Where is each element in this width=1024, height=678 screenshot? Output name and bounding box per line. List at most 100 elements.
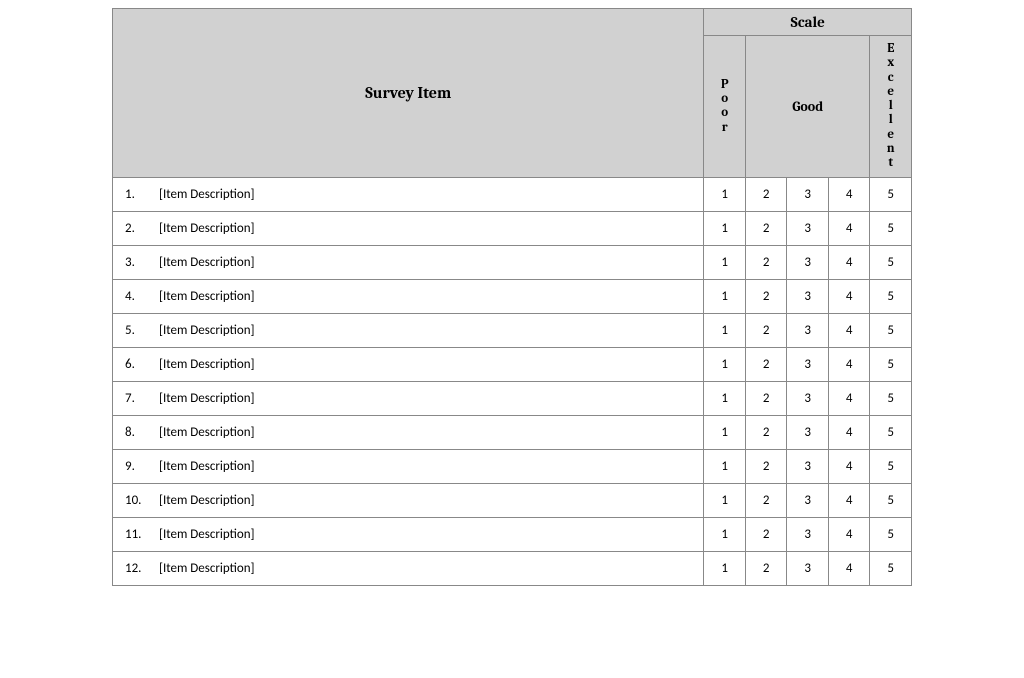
item-description: [Item Description] bbox=[153, 357, 255, 372]
scale-cell-2[interactable]: 2 bbox=[745, 211, 787, 245]
item-description: [Item Description] bbox=[153, 527, 255, 542]
scale-cell-4[interactable]: 4 bbox=[828, 449, 870, 483]
scale-cell-5[interactable]: 5 bbox=[870, 415, 912, 449]
scale-cell-5[interactable]: 5 bbox=[870, 177, 912, 211]
item-cell: 9.[Item Description] bbox=[113, 449, 704, 483]
table-row: 8.[Item Description]12345 bbox=[113, 415, 912, 449]
item-description: [Item Description] bbox=[153, 255, 255, 270]
item-number: 2. bbox=[125, 221, 153, 236]
scale-cell-5[interactable]: 5 bbox=[870, 483, 912, 517]
item-cell: 1.[Item Description] bbox=[113, 177, 704, 211]
survey-table: Survey Item Scale Poor Good Excellent 1.… bbox=[112, 8, 912, 586]
scale-cell-2[interactable]: 2 bbox=[745, 551, 787, 585]
scale-cell-3[interactable]: 3 bbox=[787, 347, 829, 381]
item-cell: 7.[Item Description] bbox=[113, 381, 704, 415]
scale-cell-2[interactable]: 2 bbox=[745, 449, 787, 483]
scale-cell-4[interactable]: 4 bbox=[828, 313, 870, 347]
table-row: 3.[Item Description]12345 bbox=[113, 245, 912, 279]
table-row: 4.[Item Description] 12345 bbox=[113, 279, 912, 313]
scale-cell-1[interactable]: 1 bbox=[704, 313, 746, 347]
scale-cell-3[interactable]: 3 bbox=[787, 415, 829, 449]
poor-header: Poor bbox=[704, 36, 746, 178]
table-row: 10.[Item Description] 12345 bbox=[113, 483, 912, 517]
item-number: 5. bbox=[125, 323, 153, 338]
scale-cell-3[interactable]: 3 bbox=[787, 177, 829, 211]
item-number: 4. bbox=[125, 289, 153, 304]
scale-cell-3[interactable]: 3 bbox=[787, 211, 829, 245]
survey-item-header: Survey Item bbox=[113, 9, 704, 178]
table-row: 11.[Item Description]12345 bbox=[113, 517, 912, 551]
scale-cell-2[interactable]: 2 bbox=[745, 347, 787, 381]
scale-cell-2[interactable]: 2 bbox=[745, 177, 787, 211]
item-description: [Item Description] bbox=[153, 561, 255, 576]
scale-cell-3[interactable]: 3 bbox=[787, 381, 829, 415]
survey-rows: 1.[Item Description]123452.[Item Descrip… bbox=[113, 177, 912, 585]
item-number: 6. bbox=[125, 357, 153, 372]
scale-cell-1[interactable]: 1 bbox=[704, 449, 746, 483]
item-cell: 11.[Item Description] bbox=[113, 517, 704, 551]
item-cell: 3.[Item Description] bbox=[113, 245, 704, 279]
scale-header: Scale bbox=[704, 9, 912, 36]
item-cell: 12.[Item Description] bbox=[113, 551, 704, 585]
scale-cell-4[interactable]: 4 bbox=[828, 483, 870, 517]
scale-cell-1[interactable]: 1 bbox=[704, 517, 746, 551]
table-row: 9.[Item Description]12345 bbox=[113, 449, 912, 483]
scale-cell-3[interactable]: 3 bbox=[787, 483, 829, 517]
scale-cell-5[interactable]: 5 bbox=[870, 381, 912, 415]
scale-cell-1[interactable]: 1 bbox=[704, 211, 746, 245]
scale-cell-5[interactable]: 5 bbox=[870, 551, 912, 585]
table-row: 1.[Item Description]12345 bbox=[113, 177, 912, 211]
scale-cell-4[interactable]: 4 bbox=[828, 415, 870, 449]
item-number: 11. bbox=[125, 527, 153, 542]
scale-cell-1[interactable]: 1 bbox=[704, 177, 746, 211]
scale-cell-4[interactable]: 4 bbox=[828, 551, 870, 585]
scale-cell-4[interactable]: 4 bbox=[828, 279, 870, 313]
scale-cell-1[interactable]: 1 bbox=[704, 347, 746, 381]
scale-cell-2[interactable]: 2 bbox=[745, 313, 787, 347]
scale-cell-4[interactable]: 4 bbox=[828, 347, 870, 381]
scale-cell-4[interactable]: 4 bbox=[828, 245, 870, 279]
scale-cell-5[interactable]: 5 bbox=[870, 313, 912, 347]
scale-cell-3[interactable]: 3 bbox=[787, 279, 829, 313]
item-description: [Item Description] bbox=[153, 425, 255, 440]
scale-cell-2[interactable]: 2 bbox=[745, 483, 787, 517]
survey-container: Survey Item Scale Poor Good Excellent 1.… bbox=[112, 8, 912, 586]
scale-cell-3[interactable]: 3 bbox=[787, 517, 829, 551]
table-row: 7.[Item Description]12345 bbox=[113, 381, 912, 415]
scale-cell-5[interactable]: 5 bbox=[870, 211, 912, 245]
scale-cell-3[interactable]: 3 bbox=[787, 449, 829, 483]
scale-cell-2[interactable]: 2 bbox=[745, 517, 787, 551]
scale-cell-4[interactable]: 4 bbox=[828, 517, 870, 551]
item-description: [Item Description] bbox=[153, 493, 255, 508]
item-description: [Item Description] bbox=[153, 289, 255, 304]
scale-cell-3[interactable]: 3 bbox=[787, 551, 829, 585]
scale-cell-4[interactable]: 4 bbox=[828, 211, 870, 245]
scale-cell-4[interactable]: 4 bbox=[828, 177, 870, 211]
scale-cell-5[interactable]: 5 bbox=[870, 517, 912, 551]
scale-cell-5[interactable]: 5 bbox=[870, 347, 912, 381]
excellent-header: Excellent bbox=[870, 36, 912, 178]
item-number: 9. bbox=[125, 459, 153, 474]
scale-cell-2[interactable]: 2 bbox=[745, 415, 787, 449]
scale-cell-1[interactable]: 1 bbox=[704, 381, 746, 415]
scale-cell-3[interactable]: 3 bbox=[787, 245, 829, 279]
scale-cell-2[interactable]: 2 bbox=[745, 381, 787, 415]
scale-cell-3[interactable]: 3 bbox=[787, 313, 829, 347]
scale-cell-1[interactable]: 1 bbox=[704, 483, 746, 517]
item-number: 7. bbox=[125, 391, 153, 406]
scale-cell-5[interactable]: 5 bbox=[870, 279, 912, 313]
scale-cell-1[interactable]: 1 bbox=[704, 245, 746, 279]
item-cell: 6.[Item Description] bbox=[113, 347, 704, 381]
scale-cell-2[interactable]: 2 bbox=[745, 279, 787, 313]
item-number: 12. bbox=[125, 561, 153, 576]
scale-cell-4[interactable]: 4 bbox=[828, 381, 870, 415]
item-description: [Item Description] bbox=[153, 187, 255, 202]
scale-cell-1[interactable]: 1 bbox=[704, 279, 746, 313]
item-number: 10. bbox=[125, 493, 153, 508]
table-row: 6.[Item Description]12345 bbox=[113, 347, 912, 381]
scale-cell-5[interactable]: 5 bbox=[870, 449, 912, 483]
scale-cell-2[interactable]: 2 bbox=[745, 245, 787, 279]
scale-cell-1[interactable]: 1 bbox=[704, 551, 746, 585]
scale-cell-5[interactable]: 5 bbox=[870, 245, 912, 279]
scale-cell-1[interactable]: 1 bbox=[704, 415, 746, 449]
